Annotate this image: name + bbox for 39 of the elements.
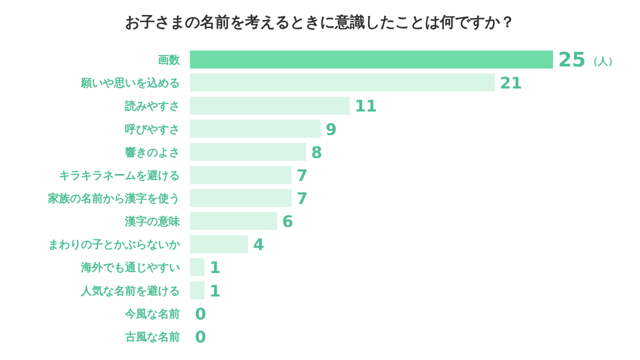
y-tick-label: 今風な名前 xyxy=(124,307,180,320)
y-tick-label: まわりの子とかぶらないか xyxy=(48,238,181,252)
data-label: 9 xyxy=(326,120,337,139)
y-tick-label: 響きのよさ xyxy=(125,146,180,159)
bar xyxy=(190,74,495,92)
data-label: 21 xyxy=(500,74,522,93)
y-tick-label: 画数 xyxy=(158,54,181,67)
y-tick-label: 古風な名前 xyxy=(124,330,180,344)
y-tick-label: 読みやすさ xyxy=(124,100,180,113)
data-label: 6 xyxy=(282,212,294,232)
bar xyxy=(190,166,292,184)
data-label: 7 xyxy=(296,166,308,185)
y-tick-label: 願いや思いを込める xyxy=(80,76,180,90)
y-tick-label: 呼びやすさ xyxy=(125,122,180,136)
bar xyxy=(190,281,205,300)
bar xyxy=(190,96,350,115)
bar xyxy=(190,189,292,207)
bar xyxy=(190,142,306,161)
y-tick-label: キラキラネームを避ける xyxy=(59,168,180,182)
bar xyxy=(190,258,205,276)
y-tick-label: 海外でも通じやすい xyxy=(80,261,180,274)
data-label: 0 xyxy=(195,304,206,324)
data-label: 0 xyxy=(195,327,206,346)
data-label: 4 xyxy=(253,235,264,254)
bar xyxy=(190,212,278,230)
bar xyxy=(190,235,248,254)
data-label: 11 xyxy=(354,96,377,116)
y-tick-label: 家族の名前から漢字を使う xyxy=(47,192,180,205)
data-label: 8 xyxy=(311,142,322,162)
data-label: 1 xyxy=(210,258,221,278)
y-tick-label: 人気な名前を避ける xyxy=(80,284,180,298)
y-tick-label: 漢字の意味 xyxy=(124,215,181,228)
bar xyxy=(190,50,553,69)
data-label: 25 xyxy=(558,48,586,72)
bar xyxy=(190,120,321,138)
chart-title: お子さまの名前を考えるときに意識したことは何ですか？ xyxy=(125,13,515,31)
text: （人） xyxy=(588,56,618,68)
data-label: 1 xyxy=(210,281,221,300)
data-label: 7 xyxy=(296,189,308,208)
